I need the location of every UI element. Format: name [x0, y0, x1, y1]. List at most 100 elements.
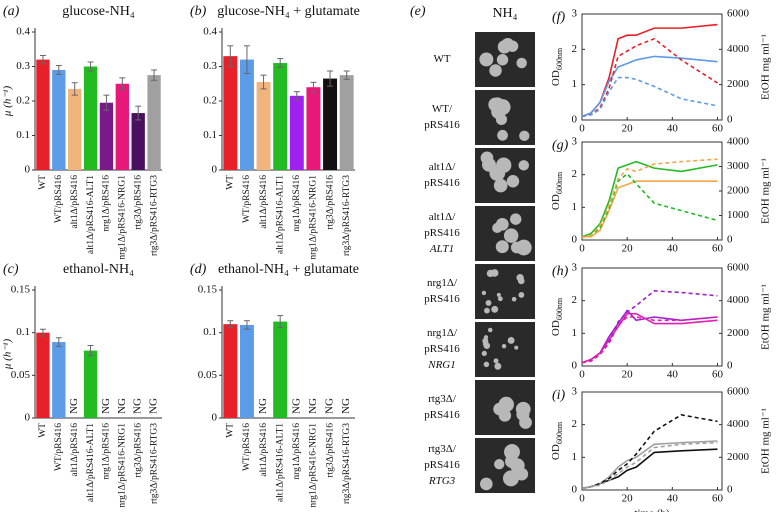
x-tick-label: alt1Δ/pRS416-ALT1: [86, 423, 96, 502]
y-tick-label: 0.1: [203, 326, 217, 338]
y-tick-label: 2: [572, 294, 578, 306]
bar: [339, 75, 354, 170]
y2-tick-label: 4000: [727, 418, 750, 430]
strain-label: pRS416: [424, 227, 460, 239]
x-tick-label: nrg1Δ/pRS416: [102, 423, 112, 480]
error-bar: [119, 77, 126, 91]
y-tick-label: 0: [212, 164, 218, 176]
colony: [497, 296, 503, 302]
colony: [494, 362, 502, 370]
colony: [518, 160, 529, 171]
y-axis-label-sub: 600nm: [555, 171, 564, 194]
y-tick-label: 0.3: [16, 60, 30, 72]
y-axis-label-main: OD: [550, 444, 562, 460]
colony: [503, 228, 519, 243]
strain-label: pRS416: [424, 177, 460, 189]
strain-label: RTG3: [428, 475, 456, 487]
x-tick-label: WT/pRS416: [54, 175, 64, 223]
x-tick-label: 60: [712, 123, 724, 135]
y-axis-label: μ (h⁻¹): [2, 86, 14, 118]
y2-tick-label: 6000: [727, 386, 750, 398]
y-tick-label: 0.2: [203, 95, 217, 107]
y2-axis-label: EtOH mg ml⁻¹: [760, 408, 772, 474]
x-axis-label: time (h): [634, 508, 669, 512]
bar: [52, 69, 66, 170]
colony: [483, 342, 491, 349]
y2-tick-label: 2000: [727, 78, 750, 90]
colony: [486, 269, 495, 278]
colony: [483, 335, 489, 340]
bar: [99, 102, 114, 170]
error-bar: [151, 69, 158, 81]
x-tick-label: rtg3Δ/pRS416: [133, 423, 143, 478]
value-label: NG: [116, 398, 128, 414]
panel-label: (g): [552, 138, 569, 153]
colony: [497, 40, 512, 54]
y-tick-label: 0: [572, 484, 578, 496]
error-bar: [55, 64, 62, 75]
colony: [487, 327, 493, 333]
error-bar: [310, 81, 317, 93]
x-tick-label: 60: [712, 243, 724, 255]
x-tick-label: 40: [667, 493, 679, 505]
colony: [493, 358, 499, 364]
x-tick-label: WT: [38, 175, 48, 190]
x-tick-label: rtg3Δ/pRS416: [133, 175, 143, 230]
value-label: NG: [257, 398, 269, 414]
bar: [273, 321, 288, 418]
colony: [519, 416, 532, 429]
strain-label: pRS416: [424, 409, 460, 421]
x-tick-label: nrg1Δ/pRS416: [292, 423, 302, 480]
data-line: [581, 441, 718, 490]
y-tick-label: 0.05: [11, 369, 31, 381]
x-tick-label: WT: [226, 175, 236, 190]
data-line: [581, 55, 718, 118]
y2-axis-label: EtOH mg ml⁻¹: [760, 284, 772, 350]
x-tick-label: alt1Δ/pRS416-ALT1: [275, 423, 285, 502]
strain-label: pRS416: [424, 343, 460, 355]
strain-label: nrg1Δ/: [427, 327, 458, 339]
x-tick-label: nrg1Δ/pRS416-NRG1: [309, 175, 319, 260]
bar: [36, 59, 50, 170]
strain-label: rtg3Δ/: [428, 443, 457, 455]
bar: [239, 59, 254, 170]
y-tick-label: 0.4: [203, 26, 217, 38]
colony: [496, 292, 501, 297]
x-tick-label: WT: [226, 423, 236, 438]
colony: [496, 54, 509, 66]
x-tick-label: 0: [579, 369, 585, 381]
y-tick-label: 1: [572, 451, 578, 463]
bar: [223, 324, 238, 418]
error-bar: [71, 82, 78, 96]
error-bar: [87, 61, 94, 72]
panel-label: (d): [190, 262, 207, 277]
y2-tick-label: 0: [727, 484, 733, 496]
value-label: NG: [148, 398, 160, 414]
y-tick-label: 1: [572, 327, 578, 339]
x-tick-label: alt1Δ/pRS416: [259, 175, 269, 229]
error-bar: [227, 45, 234, 67]
x-tick-label: 40: [667, 369, 679, 381]
y2-tick-label: 6000: [727, 262, 750, 274]
x-tick-label: alt1Δ/pRS416-ALT1: [275, 175, 285, 254]
plot-frame: [581, 267, 723, 367]
error-bar: [327, 70, 334, 87]
strain-label: rtg3Δ/: [428, 393, 457, 405]
colony: [479, 52, 494, 67]
y-axis-label-main: OD: [550, 194, 562, 210]
strain-label: pRS416: [424, 119, 460, 131]
colony: [489, 64, 502, 77]
colony: [497, 129, 508, 141]
colony: [502, 470, 519, 487]
panel-label: (i): [552, 388, 566, 403]
bar: [115, 83, 129, 170]
x-tick-label: nrg1Δ/pRS416: [102, 175, 112, 232]
x-tick-label: rtg3Δ/pRS416-RTG3: [149, 175, 159, 256]
colony: [493, 178, 508, 193]
error-bar: [227, 320, 234, 329]
strain-label: WT: [433, 53, 450, 65]
colony: [483, 361, 490, 368]
x-tick-label: rtg3Δ/pRS416-RTG3: [342, 423, 352, 504]
y-tick-label: 0.3: [203, 60, 217, 72]
